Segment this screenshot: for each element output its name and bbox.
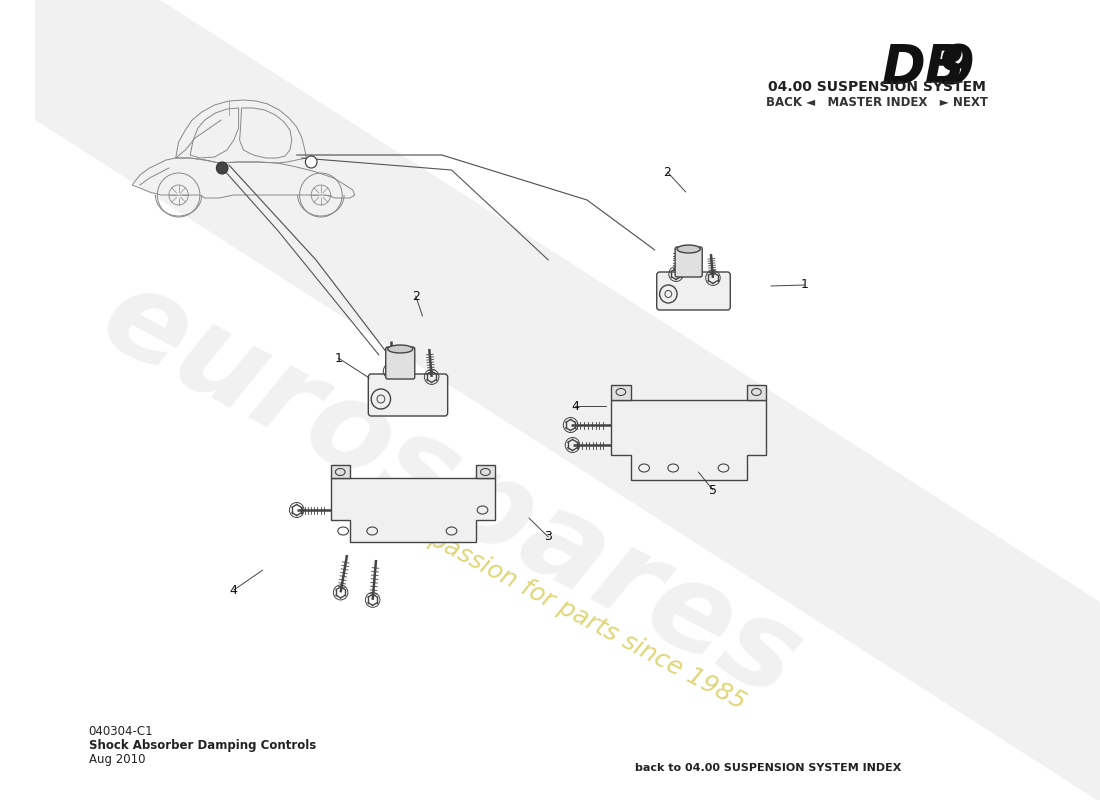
Text: BACK ◄   MASTER INDEX   ► NEXT: BACK ◄ MASTER INDEX ► NEXT [767, 96, 989, 109]
Polygon shape [612, 385, 630, 400]
Text: 4: 4 [572, 399, 580, 413]
Text: 9: 9 [937, 42, 975, 94]
Text: 040304-C1: 040304-C1 [89, 725, 153, 738]
Polygon shape [475, 465, 495, 478]
Text: 1: 1 [334, 351, 342, 365]
Circle shape [217, 162, 228, 174]
Text: Shock Absorber Damping Controls: Shock Absorber Damping Controls [89, 739, 316, 752]
FancyBboxPatch shape [368, 374, 448, 416]
FancyBboxPatch shape [675, 247, 702, 277]
Text: eurospares: eurospares [82, 257, 821, 723]
Text: DB: DB [882, 42, 966, 94]
Text: Aug 2010: Aug 2010 [89, 753, 145, 766]
Polygon shape [747, 385, 766, 400]
Ellipse shape [387, 345, 412, 353]
Text: 4: 4 [230, 583, 238, 597]
Text: 2: 2 [663, 166, 671, 178]
Text: a passion for parts since 1985: a passion for parts since 1985 [405, 516, 750, 714]
Text: 1: 1 [801, 278, 808, 291]
Ellipse shape [676, 245, 701, 253]
Text: 04.00 SUSPENSION SYSTEM: 04.00 SUSPENSION SYSTEM [769, 80, 987, 94]
FancyBboxPatch shape [657, 272, 730, 310]
Polygon shape [612, 400, 766, 480]
Text: 3: 3 [544, 530, 552, 543]
FancyBboxPatch shape [386, 347, 415, 379]
Circle shape [306, 156, 317, 168]
Text: 5: 5 [708, 483, 717, 497]
Polygon shape [331, 465, 350, 478]
Text: 2: 2 [411, 290, 420, 302]
Polygon shape [331, 478, 495, 542]
Text: back to 04.00 SUSPENSION SYSTEM INDEX: back to 04.00 SUSPENSION SYSTEM INDEX [636, 763, 902, 773]
